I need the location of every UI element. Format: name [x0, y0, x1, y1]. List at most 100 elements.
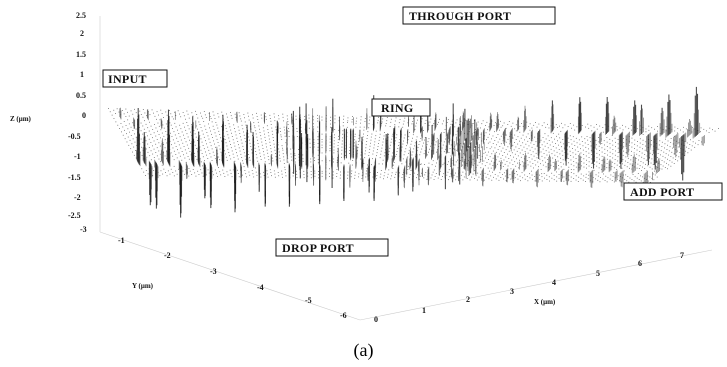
surface-point [615, 141, 616, 143]
surface-point [398, 145, 399, 146]
surface-point [163, 144, 164, 145]
surface-point [519, 140, 520, 142]
surface-point [423, 130, 424, 131]
surface-point [218, 167, 219, 168]
surface-point [572, 152, 574, 154]
surface-point [531, 170, 532, 172]
surface-point [561, 150, 563, 152]
surface-point [433, 179, 435, 180]
surface-point [419, 164, 421, 165]
surface-point [607, 150, 608, 152]
surface-point [198, 174, 200, 175]
surface-point [383, 175, 385, 177]
surface-point [377, 122, 379, 124]
surface-point [123, 121, 125, 122]
z-tick-label: -3 [80, 225, 87, 234]
surface-point [135, 150, 136, 151]
surface-point [195, 156, 197, 157]
surface-point [216, 124, 218, 126]
surface-point [509, 143, 510, 145]
surface-point [273, 140, 274, 141]
surface-point [507, 165, 509, 167]
surface-point [321, 119, 323, 121]
surface-point [333, 161, 334, 163]
surface-point [372, 150, 374, 152]
z-tick-label: 2 [80, 29, 84, 38]
surface-point [274, 146, 275, 148]
surface-point [502, 147, 504, 149]
surface-point [493, 125, 495, 126]
figure-caption: (a) [353, 340, 374, 360]
surface-point [549, 144, 551, 146]
surface-point [358, 140, 359, 142]
surface-point [588, 171, 590, 173]
surface-point [172, 128, 173, 129]
surface-point [182, 112, 184, 113]
surface-point [234, 145, 236, 147]
surface-point [401, 163, 403, 165]
surface-point [502, 166, 504, 167]
surface-point [282, 113, 284, 115]
surface-point [669, 160, 671, 162]
surface-point [321, 175, 323, 177]
surface-point [561, 122, 562, 124]
surface-point [468, 131, 470, 133]
surface-point [661, 141, 663, 143]
surface-point [252, 114, 253, 116]
surface-point [609, 151, 611, 153]
surface-point [519, 125, 521, 127]
surface-point [229, 126, 231, 128]
surface-point [268, 163, 270, 165]
surface-point [529, 129, 531, 131]
surface-point [140, 138, 142, 140]
surface-point [252, 135, 253, 136]
surface-point [567, 153, 569, 155]
surface-point [361, 174, 363, 176]
surface-point [244, 138, 246, 139]
surface-point [157, 122, 159, 124]
surface-point [563, 180, 565, 182]
surface-point [411, 140, 413, 142]
surface-point [656, 176, 658, 178]
surface-point [317, 162, 319, 164]
surface-point [633, 156, 635, 158]
surface-point [606, 163, 608, 164]
surface-point [606, 181, 608, 183]
surface-point [209, 127, 210, 129]
surface-point [221, 126, 222, 128]
surface-point [568, 166, 570, 168]
surface-point [429, 121, 431, 123]
surface-point [163, 135, 165, 137]
surface-point [317, 139, 319, 141]
surface-point [296, 128, 298, 130]
surface-point [664, 143, 666, 145]
surface-point [654, 174, 656, 176]
surface-point [236, 155, 238, 157]
surface-point [200, 138, 202, 140]
surface-point [241, 124, 243, 126]
surface-point [238, 176, 240, 178]
surface-point [124, 138, 126, 140]
surface-point [599, 150, 600, 151]
surface-point [162, 173, 164, 175]
surface-point [164, 147, 166, 149]
surface-point [472, 173, 474, 175]
surface-point [351, 121, 353, 123]
surface-point [582, 179, 584, 181]
surface-point [287, 121, 289, 122]
surface-point [482, 120, 484, 122]
surface-point [288, 131, 290, 132]
surface-point [524, 151, 526, 152]
surface-point [366, 141, 368, 142]
surface-point [615, 146, 616, 148]
surface-point [676, 154, 677, 156]
surface-point [267, 176, 269, 178]
surface-point [260, 159, 262, 160]
surface-point [489, 163, 491, 165]
surface-point [215, 146, 216, 148]
surface-point [636, 128, 638, 130]
surface-point [633, 180, 635, 182]
surface-point [670, 138, 672, 139]
surface-point [270, 172, 272, 173]
surface-point [551, 177, 553, 179]
